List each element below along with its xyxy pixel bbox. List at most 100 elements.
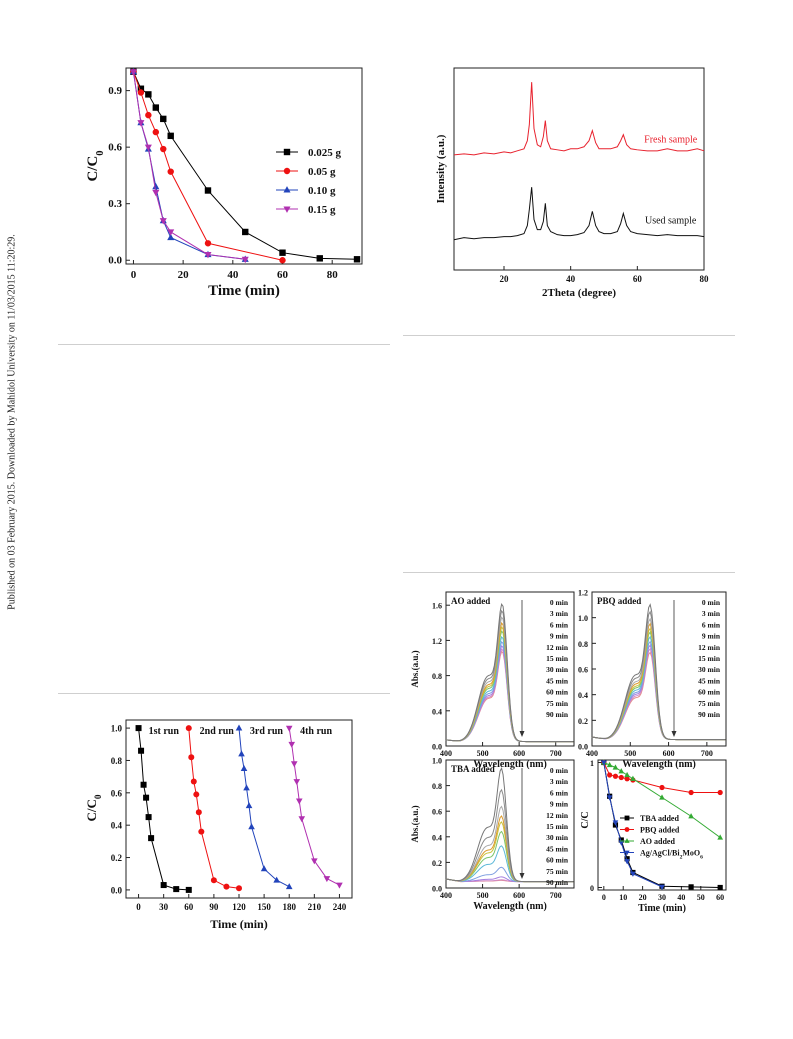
x-tick-label: 30 (159, 902, 169, 912)
data-point (145, 111, 152, 119)
legend-label: 3 min (550, 609, 569, 618)
data-point (336, 882, 343, 889)
x-tick-label: 120 (232, 902, 246, 912)
divider (58, 693, 390, 694)
arrow-head (519, 873, 525, 879)
y-tick-label: 1.2 (432, 637, 442, 646)
data-point (288, 741, 296, 748)
run-label: 2nd run (200, 726, 235, 737)
data-point (159, 218, 167, 225)
y-tick-label: 0.4 (432, 707, 442, 716)
legend-label: 3 min (702, 609, 721, 618)
data-point (223, 883, 230, 890)
x-tick-label: 700 (701, 749, 713, 758)
data-point (204, 252, 212, 259)
legend-label: 90 min (546, 710, 569, 719)
divider (403, 572, 735, 573)
data-point (659, 794, 665, 800)
y-tick-label: 0.6 (108, 142, 122, 154)
data-point (152, 189, 160, 197)
data-point (618, 840, 625, 846)
plot-frame (445, 591, 575, 747)
data-point (248, 823, 255, 830)
legend-label: 75 min (698, 699, 721, 708)
y-tick-label: 0.8 (432, 782, 442, 791)
y-tick-label: 0.2 (111, 853, 123, 863)
x-tick-label: 60 (633, 274, 643, 284)
data-point (198, 828, 205, 835)
legend-label: 75 min (546, 699, 569, 708)
data-point (145, 91, 152, 98)
legend-label: 6 min (550, 620, 569, 629)
legend-label: 45 min (698, 676, 721, 685)
data-point (659, 784, 665, 791)
data-point (167, 168, 174, 175)
plot-frame (453, 67, 705, 271)
data-point (659, 884, 665, 890)
data-point (618, 768, 625, 774)
data-point (137, 120, 145, 127)
y-tick-label: 1.0 (111, 724, 123, 734)
y-axis-label: C/C0 (84, 794, 103, 821)
data-point (624, 859, 630, 865)
y-axis-label: C/C0 (85, 150, 106, 181)
chart-reuse: 0 30 60 90 120 150 180 210 240 0.0 0.2 0.4 0.6 0.8 1.0… (84, 719, 353, 931)
series-line (138, 728, 189, 891)
run-label: 4th run (300, 726, 332, 737)
data-point (624, 827, 630, 832)
y-tick-label: 0.0 (432, 743, 442, 752)
x-axis-label: 2Theta (degree) (542, 287, 616, 299)
x-tick-label: 30 (658, 893, 666, 902)
x-tick-label: 20 (178, 269, 190, 281)
data-point (160, 882, 167, 889)
data-point (240, 764, 248, 771)
y-tick-label: 0.4 (111, 821, 123, 831)
legend-label: 15 min (546, 822, 569, 831)
data-point (316, 255, 323, 262)
divider (58, 344, 390, 345)
data-point (160, 115, 167, 123)
x-tick-label: 240 (333, 902, 347, 912)
legend-label: 0.10 g (308, 185, 336, 197)
data-point (241, 256, 249, 264)
data-point (190, 778, 197, 785)
legend-label: Ag/AgCl/Bi2MoO6 (640, 849, 703, 861)
run-label: 1st run (149, 726, 180, 737)
x-axis-label: Wavelength (nm) (473, 759, 547, 770)
legend-label: 60 min (698, 688, 721, 697)
y-tick-label: 0.9 (108, 85, 122, 97)
panel-label: PBQ added (597, 596, 641, 606)
chart-xrd: 20 40 60 80 2Theta (degree) Intensity (a.u.) F… (435, 67, 710, 299)
x-tick-label: 20 (639, 893, 647, 902)
data-point (293, 779, 301, 786)
data-point (148, 835, 155, 842)
x-tick-label: 400 (440, 891, 452, 900)
data-point (283, 186, 291, 193)
data-point (612, 764, 619, 770)
legend-label: 90 min (698, 710, 721, 719)
data-point (600, 760, 607, 766)
data-point (204, 187, 212, 194)
x-tick-label: 0 (136, 902, 141, 912)
data-point (195, 809, 202, 816)
y-tick-label: 0.8 (432, 672, 442, 681)
x-tick-label: 80 (700, 274, 710, 284)
legend-label: 15 min (546, 654, 569, 663)
series-line (188, 728, 240, 889)
data-point (210, 877, 217, 884)
y-tick-label: 0.6 (111, 788, 123, 798)
data-point (607, 772, 613, 778)
data-point (273, 876, 280, 883)
x-tick-label: 60 (716, 893, 724, 902)
data-point (242, 228, 249, 236)
legend-label: 9 min (550, 800, 569, 809)
data-point (238, 750, 245, 757)
x-tick-label: 600 (513, 749, 525, 758)
y-axis-label: Intensity (a.u.) (435, 134, 447, 203)
x-tick-label: 600 (513, 891, 525, 900)
data-point (688, 884, 694, 890)
data-point (173, 886, 180, 893)
legend-label: TBA added (640, 814, 679, 823)
